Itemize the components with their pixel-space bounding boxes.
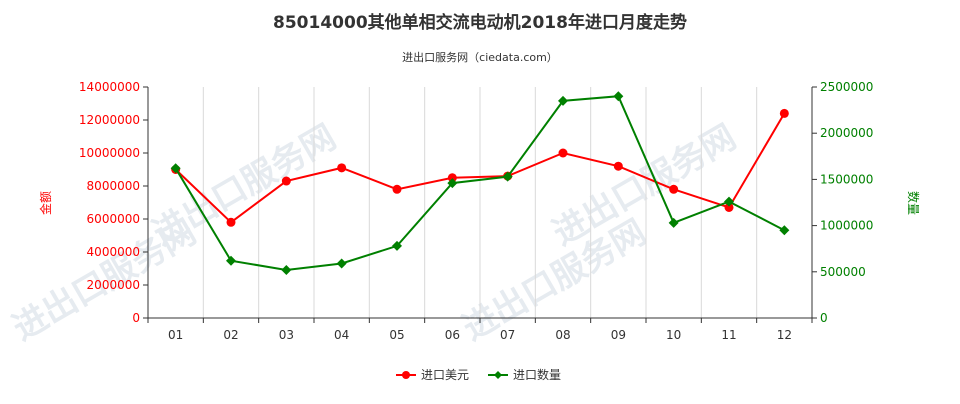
series-line <box>174 112 786 224</box>
y-left-tick-label: 14000000 <box>79 80 140 94</box>
data-point[interactable] <box>281 176 291 186</box>
y-left-tick-label: 6000000 <box>87 212 140 226</box>
data-point[interactable] <box>336 258 347 269</box>
chart-title: 85014000其他单相交流电动机2018年进口月度走势 <box>273 12 687 33</box>
y-right-tick-label: 1000000 <box>820 219 873 233</box>
y-left-tick-label: 10000000 <box>79 146 140 160</box>
series-line <box>174 95 785 271</box>
data-point[interactable] <box>281 264 292 275</box>
data-point[interactable] <box>226 255 236 266</box>
x-ticks: 01 02 03 04 05 06 07 08 09 10 11 12 <box>147 318 813 342</box>
x-tick-label: 02 <box>223 328 238 342</box>
data-point[interactable] <box>226 217 236 227</box>
data-point[interactable] <box>392 240 402 251</box>
x-tick-label: 10 <box>666 328 681 342</box>
data-point[interactable] <box>392 184 402 194</box>
y-left-tick-label: 4000000 <box>87 245 140 259</box>
data-point[interactable] <box>724 202 734 212</box>
y-right-axis-label: 数量 <box>906 191 921 215</box>
data-point[interactable] <box>779 225 790 236</box>
legend-marker <box>494 371 502 379</box>
y-left-axis-label: 金额 <box>38 191 53 215</box>
data-point[interactable] <box>668 217 679 228</box>
data-point[interactable] <box>502 171 513 182</box>
x-tick-label: 01 <box>168 328 183 342</box>
legend-label: 进口美元 <box>421 368 469 382</box>
y-right-tick-label: 2500000 <box>820 80 873 94</box>
x-tick-label: 07 <box>500 328 515 342</box>
legend-marker <box>402 371 410 379</box>
chart-subtitle: 进出口服务网（ciedata.com） <box>402 50 558 64</box>
x-tick-label: 03 <box>279 328 294 342</box>
data-point[interactable] <box>613 91 624 102</box>
y-right-tick-label: 1500000 <box>820 172 873 186</box>
data-point[interactable] <box>613 161 623 171</box>
data-point[interactable] <box>447 178 458 189</box>
data-point[interactable] <box>558 95 568 106</box>
x-tick-label: 06 <box>445 328 460 342</box>
y-right-tick-label: 0 <box>820 311 828 325</box>
series-layer <box>170 91 790 275</box>
x-tick-label: 08 <box>555 328 570 342</box>
data-point[interactable] <box>447 173 457 183</box>
x-tick-label: 11 <box>721 328 736 342</box>
y-right-tick-label: 500000 <box>820 265 866 279</box>
x-tick-label: 04 <box>334 328 349 342</box>
legend[interactable]: 进口美元 进口数量 <box>396 367 561 382</box>
x-tick-label: 09 <box>611 328 626 342</box>
series-1 <box>171 108 789 227</box>
y-left-tick-label: 0 <box>132 311 140 325</box>
legend-label: 进口数量 <box>513 367 561 382</box>
data-point[interactable] <box>669 184 679 194</box>
data-point[interactable] <box>558 148 568 158</box>
series-2 <box>170 91 790 275</box>
x-tick-label: 12 <box>777 328 792 342</box>
y-left-ticks: 0 2000000 4000000 6000000 8000000 10000000 120… <box>79 80 148 325</box>
y-left-tick-label: 8000000 <box>87 179 140 193</box>
legend-item[interactable]: 进口美元 <box>396 368 469 382</box>
y-left-tick-label: 2000000 <box>87 278 140 292</box>
x-tick-label: 05 <box>389 328 404 342</box>
y-right-ticks: 0 500000 1000000 1500000 2000000 2500000 <box>812 80 873 325</box>
data-point[interactable] <box>337 163 347 173</box>
legend-item[interactable]: 进口数量 <box>488 367 561 382</box>
data-point[interactable] <box>170 163 181 174</box>
y-right-tick-label: 2000000 <box>820 126 873 140</box>
data-point[interactable] <box>779 108 789 118</box>
data-point[interactable] <box>724 196 734 207</box>
y-left-tick-label: 12000000 <box>79 113 140 127</box>
